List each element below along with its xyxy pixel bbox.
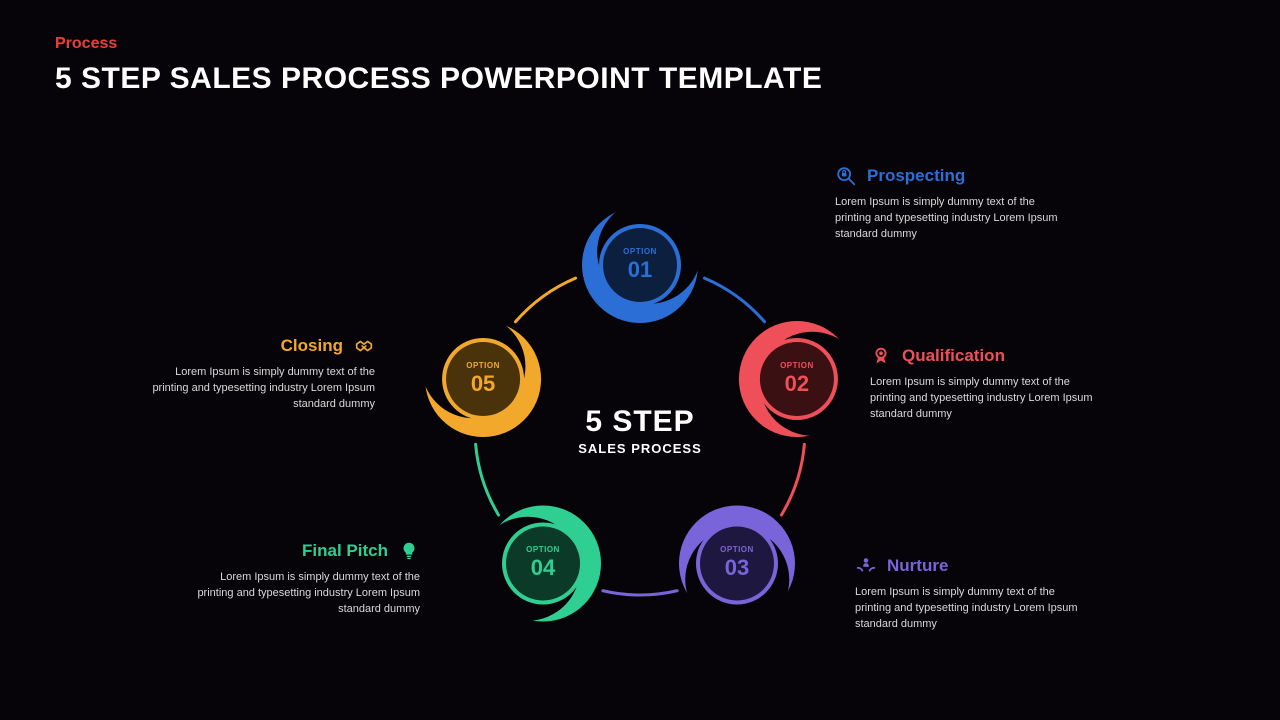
step-body: Lorem Ipsum is simply dummy text of the … (145, 365, 375, 413)
step-callout-05: Closing Lorem Ipsum is simply dummy text … (145, 335, 375, 413)
step-title: Qualification (902, 346, 1005, 366)
step-body: Lorem Ipsum is simply dummy text of the … (855, 585, 1085, 633)
step-title: Prospecting (867, 166, 965, 186)
hands-care-icon (855, 555, 877, 577)
step-callout-04: Final Pitch Lorem Ipsum is simply dummy t… (190, 540, 420, 618)
step-number: 04 (531, 555, 555, 581)
step-callout-02: Qualification Lorem Ipsum is simply dummy… (870, 345, 1100, 423)
step-node-05: OPTION05 (446, 342, 520, 416)
step-node-02: OPTION02 (760, 342, 834, 416)
step-callout-03: Nurture Lorem Ipsum is simply dummy text … (855, 555, 1085, 633)
step-node-03: OPTION03 (700, 526, 774, 600)
step-number: 01 (628, 257, 652, 283)
step-title: Nurture (887, 556, 948, 576)
handshake-icon (353, 335, 375, 357)
step-option-label: OPTION (466, 361, 500, 370)
step-number: 02 (785, 371, 809, 397)
step-option-label: OPTION (623, 247, 657, 256)
step-option-label: OPTION (720, 545, 754, 554)
step-number: 03 (725, 555, 749, 581)
step-body: Lorem Ipsum is simply dummy text of the … (870, 375, 1100, 423)
step-body: Lorem Ipsum is simply dummy text of the … (190, 570, 420, 618)
bulb-icon (398, 540, 420, 562)
step-title: Closing (281, 336, 343, 356)
step-node-04: OPTION04 (506, 526, 580, 600)
step-title: Final Pitch (302, 541, 388, 561)
search-lock-icon (835, 165, 857, 187)
diagram-center-label: 5 STEP SALES PROCESS (550, 405, 730, 456)
step-option-label: OPTION (526, 545, 560, 554)
step-option-label: OPTION (780, 361, 814, 370)
step-node-01: OPTION01 (603, 228, 677, 302)
step-callout-01: Prospecting Lorem Ipsum is simply dummy t… (835, 165, 1065, 243)
ribbon-icon (870, 345, 892, 367)
step-number: 05 (471, 371, 495, 397)
step-body: Lorem Ipsum is simply dummy text of the … (835, 195, 1065, 243)
